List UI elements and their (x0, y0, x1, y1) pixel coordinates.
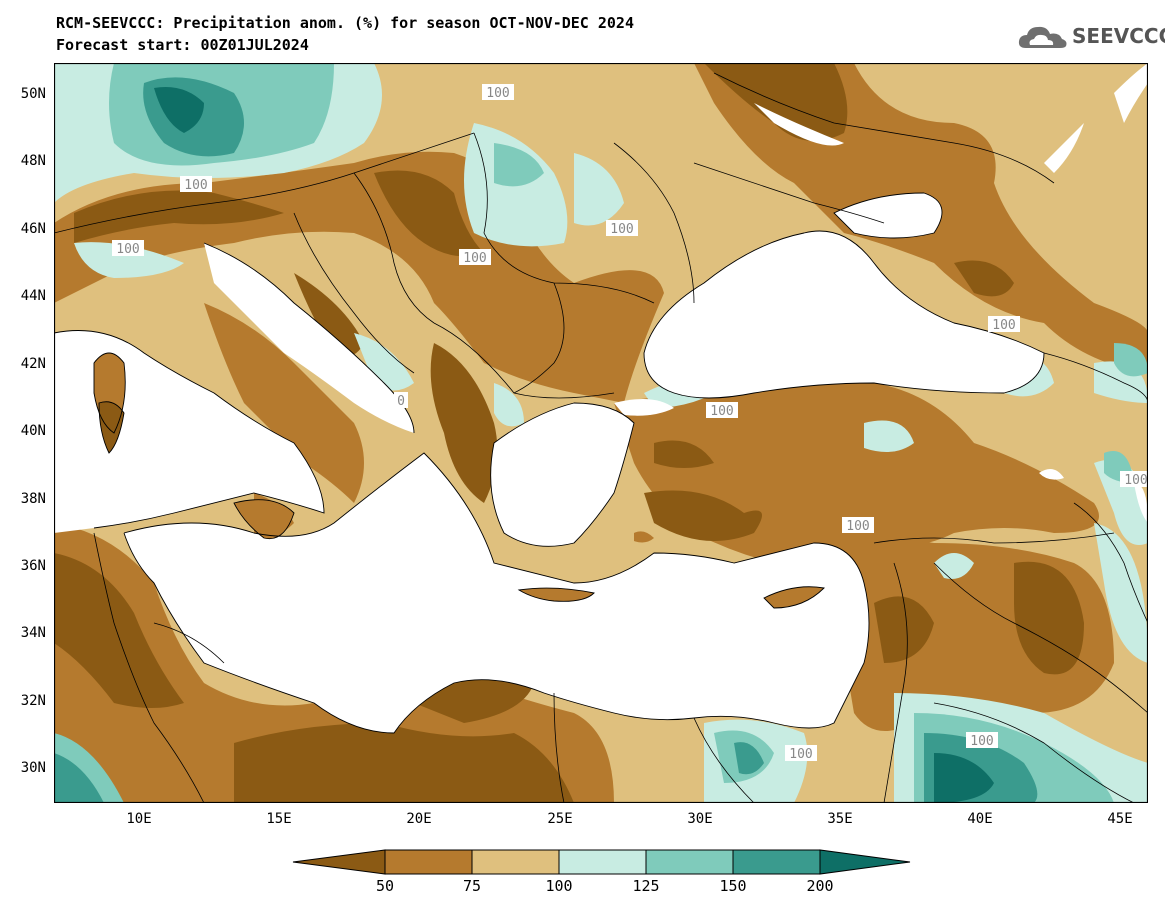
contour-label: 100 (970, 734, 993, 749)
lon-tick-label: 30E (687, 811, 713, 827)
anomaly-field-lt-50 (54, 63, 1084, 803)
contour-label: 100 (710, 404, 733, 419)
contour-label-box (180, 176, 212, 192)
contour-label-box (394, 392, 408, 408)
anomaly-field-gt-200 (154, 87, 994, 803)
seevccc-logo: SEEVCCC (1016, 22, 1165, 56)
lat-tick-label: 44N (20, 288, 46, 304)
lat-tick-label: 42N (20, 356, 46, 372)
contour-label-box (482, 84, 514, 100)
cloud-icon (1018, 26, 1067, 48)
contour-label-box (988, 316, 1020, 332)
sea-areas (54, 193, 1044, 733)
coastlines (54, 192, 1045, 734)
colorbar-segment-100-125 (558, 849, 647, 875)
map-border (54, 63, 1148, 803)
contour-label-box (112, 240, 144, 256)
contour-label: 100 (610, 222, 633, 237)
colorbar-label: 150 (719, 877, 747, 895)
lon-tick-label: 35E (827, 811, 853, 827)
colorbar-segment-150-200 (732, 849, 821, 875)
colorbar-label: 75 (462, 877, 482, 895)
contour-label-box (1120, 471, 1148, 487)
lon-tick-label: 25E (547, 811, 573, 827)
country-borders (54, 72, 1148, 803)
lat-tick-label: 30N (20, 760, 46, 776)
lat-tick-label: 32N (20, 693, 46, 709)
chart-title: RCM-SEEVCCC: Precipitation anom. (%) for… (56, 14, 634, 32)
lat-tick-label: 48N (20, 153, 46, 169)
contour-label-box (785, 745, 817, 761)
logo-text: SEEVCCC (1072, 24, 1165, 48)
lat-tick-label: 50N (20, 86, 46, 102)
lon-tick-label: 45E (1107, 811, 1133, 827)
lat-tick-label: 40N (20, 423, 46, 439)
lon-tick-label: 20E (406, 811, 432, 827)
contour-label-box (459, 249, 491, 265)
contour-label: 100 (1124, 473, 1147, 488)
lat-tick-label: 36N (20, 558, 46, 574)
contour-label-box (966, 732, 998, 748)
colorbar-segment-gt-200 (819, 849, 911, 875)
contour-label: 100 (486, 86, 509, 101)
colorbar (292, 849, 911, 875)
contour-label-box (606, 220, 638, 236)
contour-label: 100 (846, 519, 869, 534)
colorbar-label: 50 (375, 877, 395, 895)
colorbar-label: 125 (632, 877, 660, 895)
lat-tick-label: 38N (20, 491, 46, 507)
colorbar-segment-75-100 (471, 849, 560, 875)
contour-label: 100 (992, 318, 1015, 333)
lon-tick-label: 10E (126, 811, 152, 827)
islands (94, 353, 824, 608)
colorbar-segment-lt-50 (292, 849, 386, 875)
lon-tick-label: 40E (967, 811, 993, 827)
lakes (754, 63, 1148, 523)
contour-label: 0 (397, 394, 405, 409)
forecast-start-label: Forecast start: 00Z01JUL2024 (56, 36, 309, 54)
precipitation-anomaly-map: 100 100 100 100 100 100 100 0 100 100 10… (54, 63, 1148, 803)
contour-label: 100 (789, 747, 812, 762)
contour-labels: 100 100 100 100 100 100 100 0 100 100 10… (112, 84, 1148, 762)
contour-label-box (842, 517, 874, 533)
contour-label: 100 (116, 242, 139, 257)
contour-label: 100 (184, 178, 207, 193)
lat-tick-label: 46N (20, 221, 46, 237)
contour-label: 100 (463, 251, 486, 266)
colorbar-label: 200 (806, 877, 834, 895)
colorbar-segment-50-75 (384, 849, 473, 875)
contour-label-box (706, 402, 738, 418)
colorbar-label: 100 (545, 877, 573, 895)
lon-tick-label: 15E (266, 811, 292, 827)
lat-tick-label: 34N (20, 625, 46, 641)
colorbar-segment-125-150 (645, 849, 734, 875)
